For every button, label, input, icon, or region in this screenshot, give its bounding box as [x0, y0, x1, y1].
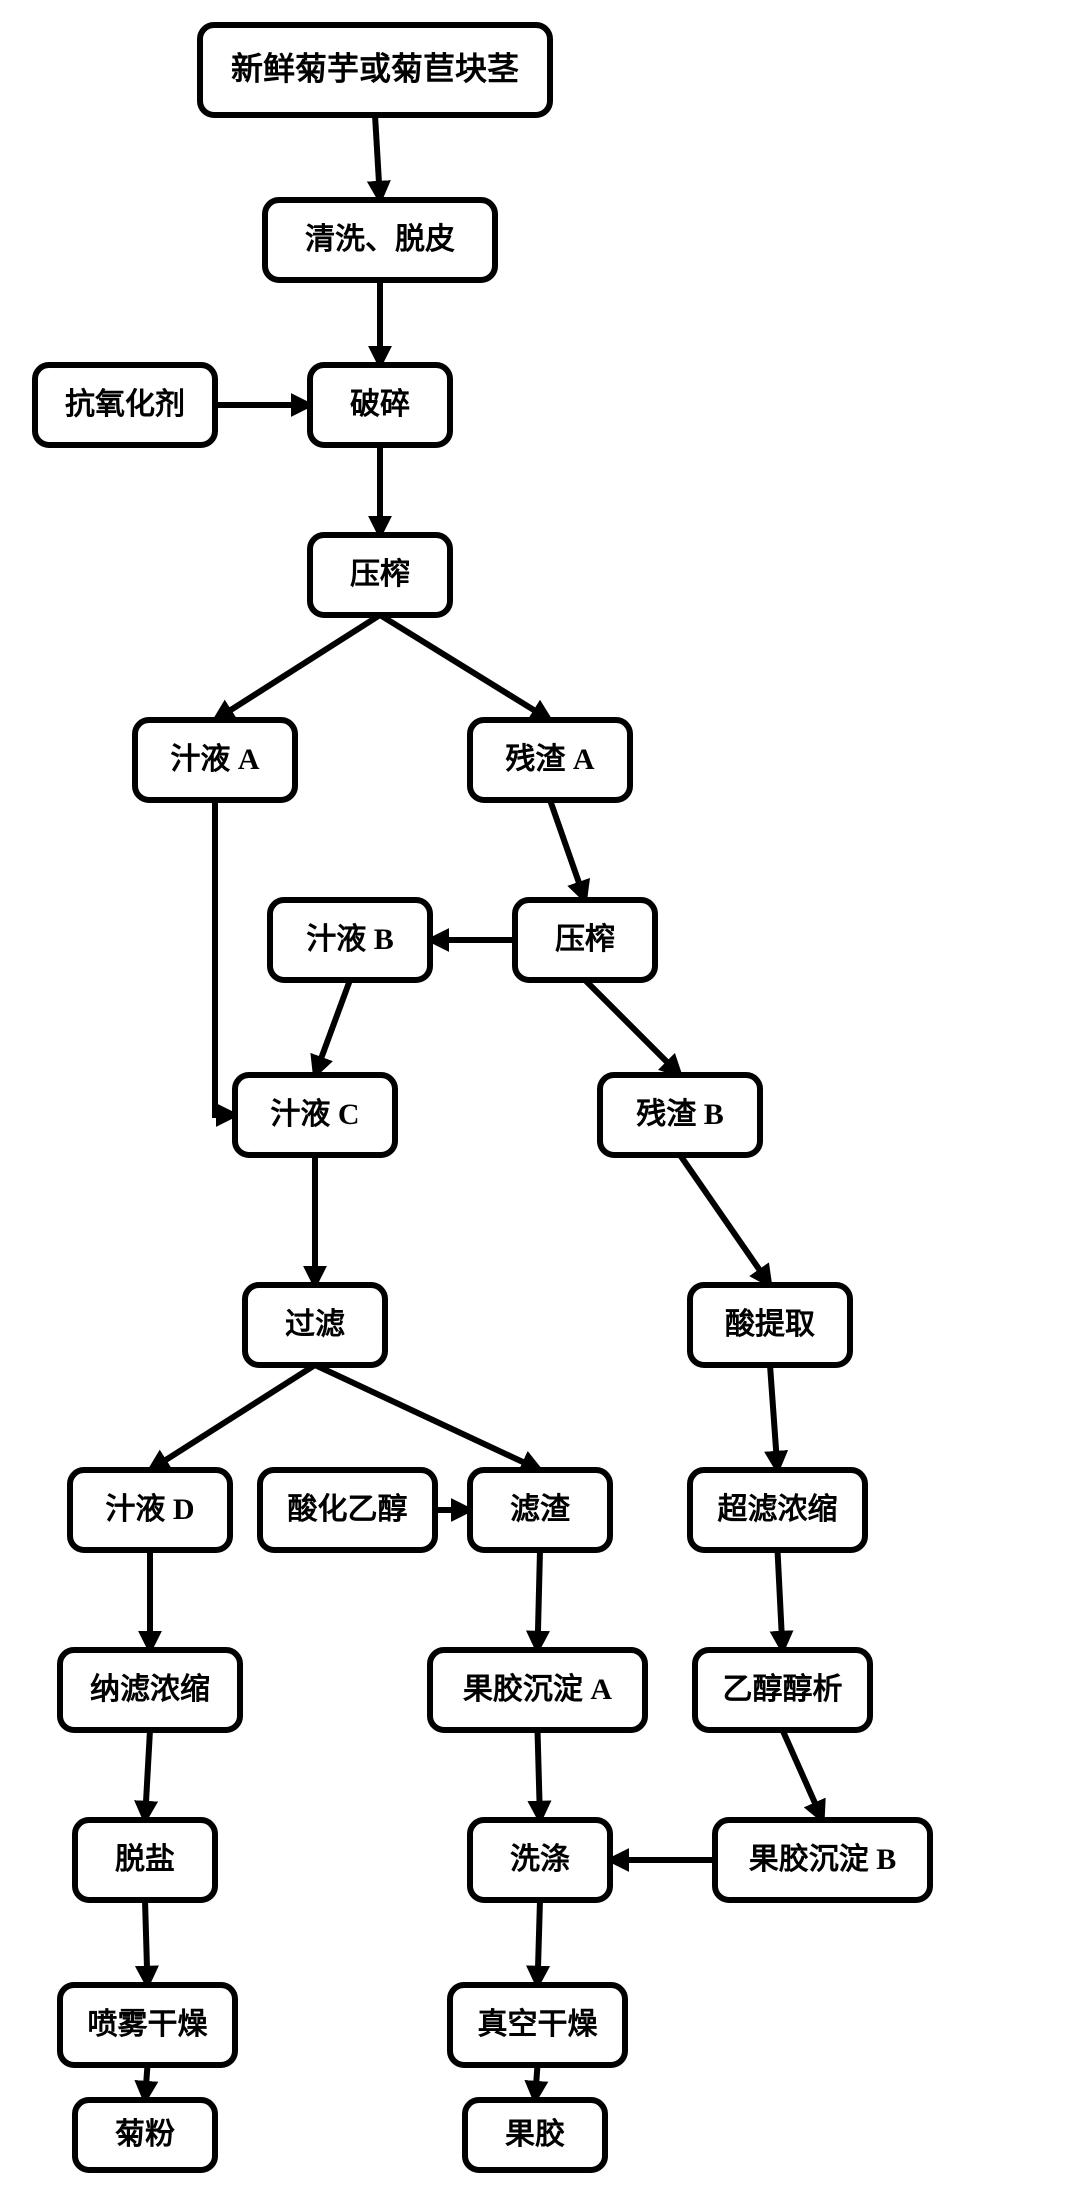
node-n25: 真空干燥 — [450, 1985, 625, 2065]
node-n16: 滤渣 — [470, 1470, 610, 1550]
edge-n13-n17 — [770, 1365, 778, 1470]
node-label-n10: 汁液 C — [270, 1098, 359, 1131]
node-n22: 洗涤 — [470, 1820, 610, 1900]
node-n7: 残渣 A — [470, 720, 630, 800]
node-n11: 残渣 B — [600, 1075, 760, 1155]
node-n12: 过滤 — [245, 1285, 385, 1365]
node-n8: 压榨 — [515, 900, 655, 980]
node-n24: 喷雾干燥 — [60, 1985, 235, 2065]
node-label-n22: 洗涤 — [510, 1843, 570, 1876]
node-label-n12: 过滤 — [285, 1308, 345, 1341]
node-n18: 纳滤浓缩 — [60, 1650, 240, 1730]
node-label-n1: 新鲜菊芋或菊苣块茎 — [231, 50, 519, 86]
node-label-n4: 抗氧化剂 — [65, 387, 185, 421]
node-n13: 酸提取 — [690, 1285, 850, 1365]
node-n2: 清洗、脱皮 — [265, 200, 495, 280]
node-n5: 压榨 — [310, 535, 450, 615]
node-n27: 果胶 — [465, 2100, 605, 2170]
node-n23: 果胶沉淀 B — [715, 1820, 930, 1900]
edge-n1-n2 — [375, 115, 380, 200]
node-n21: 脱盐 — [75, 1820, 215, 1900]
node-n26: 菊粉 — [75, 2100, 215, 2170]
node-n9: 汁液 B — [270, 900, 430, 980]
node-n4: 抗氧化剂 — [35, 365, 215, 445]
node-label-n13: 酸提取 — [725, 1308, 815, 1341]
node-label-n23: 果胶沉淀 B — [749, 1842, 897, 1876]
edge-n5-n6 — [215, 615, 380, 720]
node-label-n21: 脱盐 — [115, 1843, 175, 1876]
edge-n8-n11 — [585, 980, 680, 1075]
edge-n18-n21 — [145, 1730, 150, 1820]
node-label-n26: 菊粉 — [115, 2118, 175, 2151]
node-n10: 汁液 C — [235, 1075, 395, 1155]
node-n1: 新鲜菊芋或菊苣块茎 — [200, 25, 550, 115]
node-n19: 果胶沉淀 A — [430, 1650, 645, 1730]
node-label-n8: 压榨 — [555, 922, 615, 956]
edge-n19-n22 — [538, 1730, 541, 1820]
edge-n22-n25 — [538, 1900, 541, 1985]
edge-n12-n16 — [315, 1365, 540, 1470]
node-label-n20: 乙醇醇析 — [723, 1673, 843, 1706]
edge-n16-n19 — [538, 1550, 541, 1650]
edge-n21-n24 — [145, 1900, 148, 1985]
edge-n24-n26 — [145, 2065, 148, 2100]
edge-n5-n7 — [380, 615, 550, 720]
node-label-n18: 纳滤浓缩 — [90, 1673, 210, 1706]
node-n17: 超滤浓缩 — [690, 1470, 865, 1550]
node-label-n6: 汁液 A — [170, 743, 259, 776]
node-n3: 破碎 — [310, 365, 450, 445]
node-label-n3: 破碎 — [350, 388, 410, 421]
node-label-n15: 酸化乙醇 — [288, 1493, 408, 1526]
node-n15: 酸化乙醇 — [260, 1470, 435, 1550]
node-label-n17: 超滤浓缩 — [718, 1493, 838, 1526]
node-label-n25: 真空干燥 — [478, 2008, 599, 2041]
edge-n12-n14 — [150, 1365, 315, 1470]
node-label-n27: 果胶 — [505, 2117, 565, 2151]
node-label-n16: 滤渣 — [510, 1493, 571, 1526]
node-label-n14: 汁液 D — [105, 1493, 194, 1526]
edge-n9-n10 — [315, 980, 350, 1075]
node-n20: 乙醇醇析 — [695, 1650, 870, 1730]
edge-n17-n20 — [778, 1550, 783, 1650]
edge-n6-n10 — [215, 800, 235, 1115]
node-label-n11: 残渣 B — [636, 1098, 724, 1131]
edge-n25-n27 — [535, 2065, 538, 2100]
node-n6: 汁液 A — [135, 720, 295, 800]
node-label-n5: 压榨 — [350, 557, 410, 591]
nodes-group: 新鲜菊芋或菊苣块茎清洗、脱皮破碎抗氧化剂压榨汁液 A残渣 A压榨汁液 B汁液 C… — [35, 25, 930, 2170]
edge-n11-n13 — [680, 1155, 770, 1285]
node-label-n2: 清洗、脱皮 — [305, 223, 455, 256]
node-label-n24: 喷雾干燥 — [88, 2008, 209, 2041]
node-label-n9: 汁液 B — [306, 923, 394, 956]
edge-n7-n8 — [550, 800, 585, 900]
node-label-n7: 残渣 A — [505, 743, 594, 776]
edge-n20-n23 — [783, 1730, 823, 1820]
flowchart-canvas: 新鲜菊芋或菊苣块茎清洗、脱皮破碎抗氧化剂压榨汁液 A残渣 A压榨汁液 B汁液 C… — [0, 0, 1069, 2187]
node-label-n19: 果胶沉淀 A — [463, 1672, 612, 1706]
node-n14: 汁液 D — [70, 1470, 230, 1550]
